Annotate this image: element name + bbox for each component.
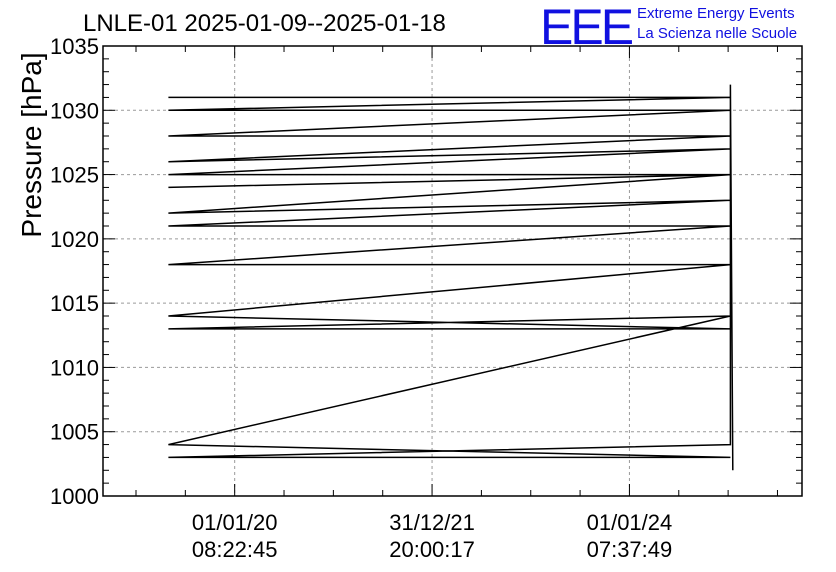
eee-logo-mark: EEE — [540, 0, 634, 55]
grid-lines — [103, 46, 802, 496]
y-tick-label: 1015 — [50, 291, 99, 316]
x-tick-label-time: 08:22:45 — [192, 537, 278, 562]
y-axis-label: Pressure [hPa] — [16, 52, 47, 238]
chart-title: LNLE-01 2025-01-09--2025-01-18 — [83, 10, 446, 37]
y-tick-label: 1035 — [50, 34, 99, 59]
y-axis-ticks: 1000 1005 1010 1015 1020 1025 1030 1035 — [50, 34, 802, 509]
eee-logo-text: Extreme Energy Events La Scienza nelle S… — [637, 4, 797, 44]
y-tick-label: 1005 — [50, 420, 99, 445]
logo-line-2: La Scienza nelle Scuole — [637, 25, 798, 42]
x-tick-label-date: 31/12/21 — [389, 510, 475, 535]
x-tick-label-time: 07:37:49 — [587, 537, 673, 562]
y-tick-label: 1030 — [50, 98, 99, 123]
plot-border — [102, 45, 803, 497]
y-tick-label: 1010 — [50, 355, 99, 380]
pressure-series-line — [168, 84, 734, 471]
plot-frame — [102, 45, 803, 497]
data-series — [168, 84, 734, 471]
logo-line-1: Extreme Energy Events — [637, 5, 795, 22]
y-tick-label: 1000 — [50, 484, 99, 509]
y-tick-label: 1020 — [50, 227, 99, 252]
x-tick-label-date: 01/01/20 — [192, 510, 278, 535]
x-tick-label-date: 01/01/24 — [587, 510, 673, 535]
y-tick-label: 1025 — [50, 163, 99, 188]
x-tick-label-time: 20:00:17 — [389, 537, 475, 562]
